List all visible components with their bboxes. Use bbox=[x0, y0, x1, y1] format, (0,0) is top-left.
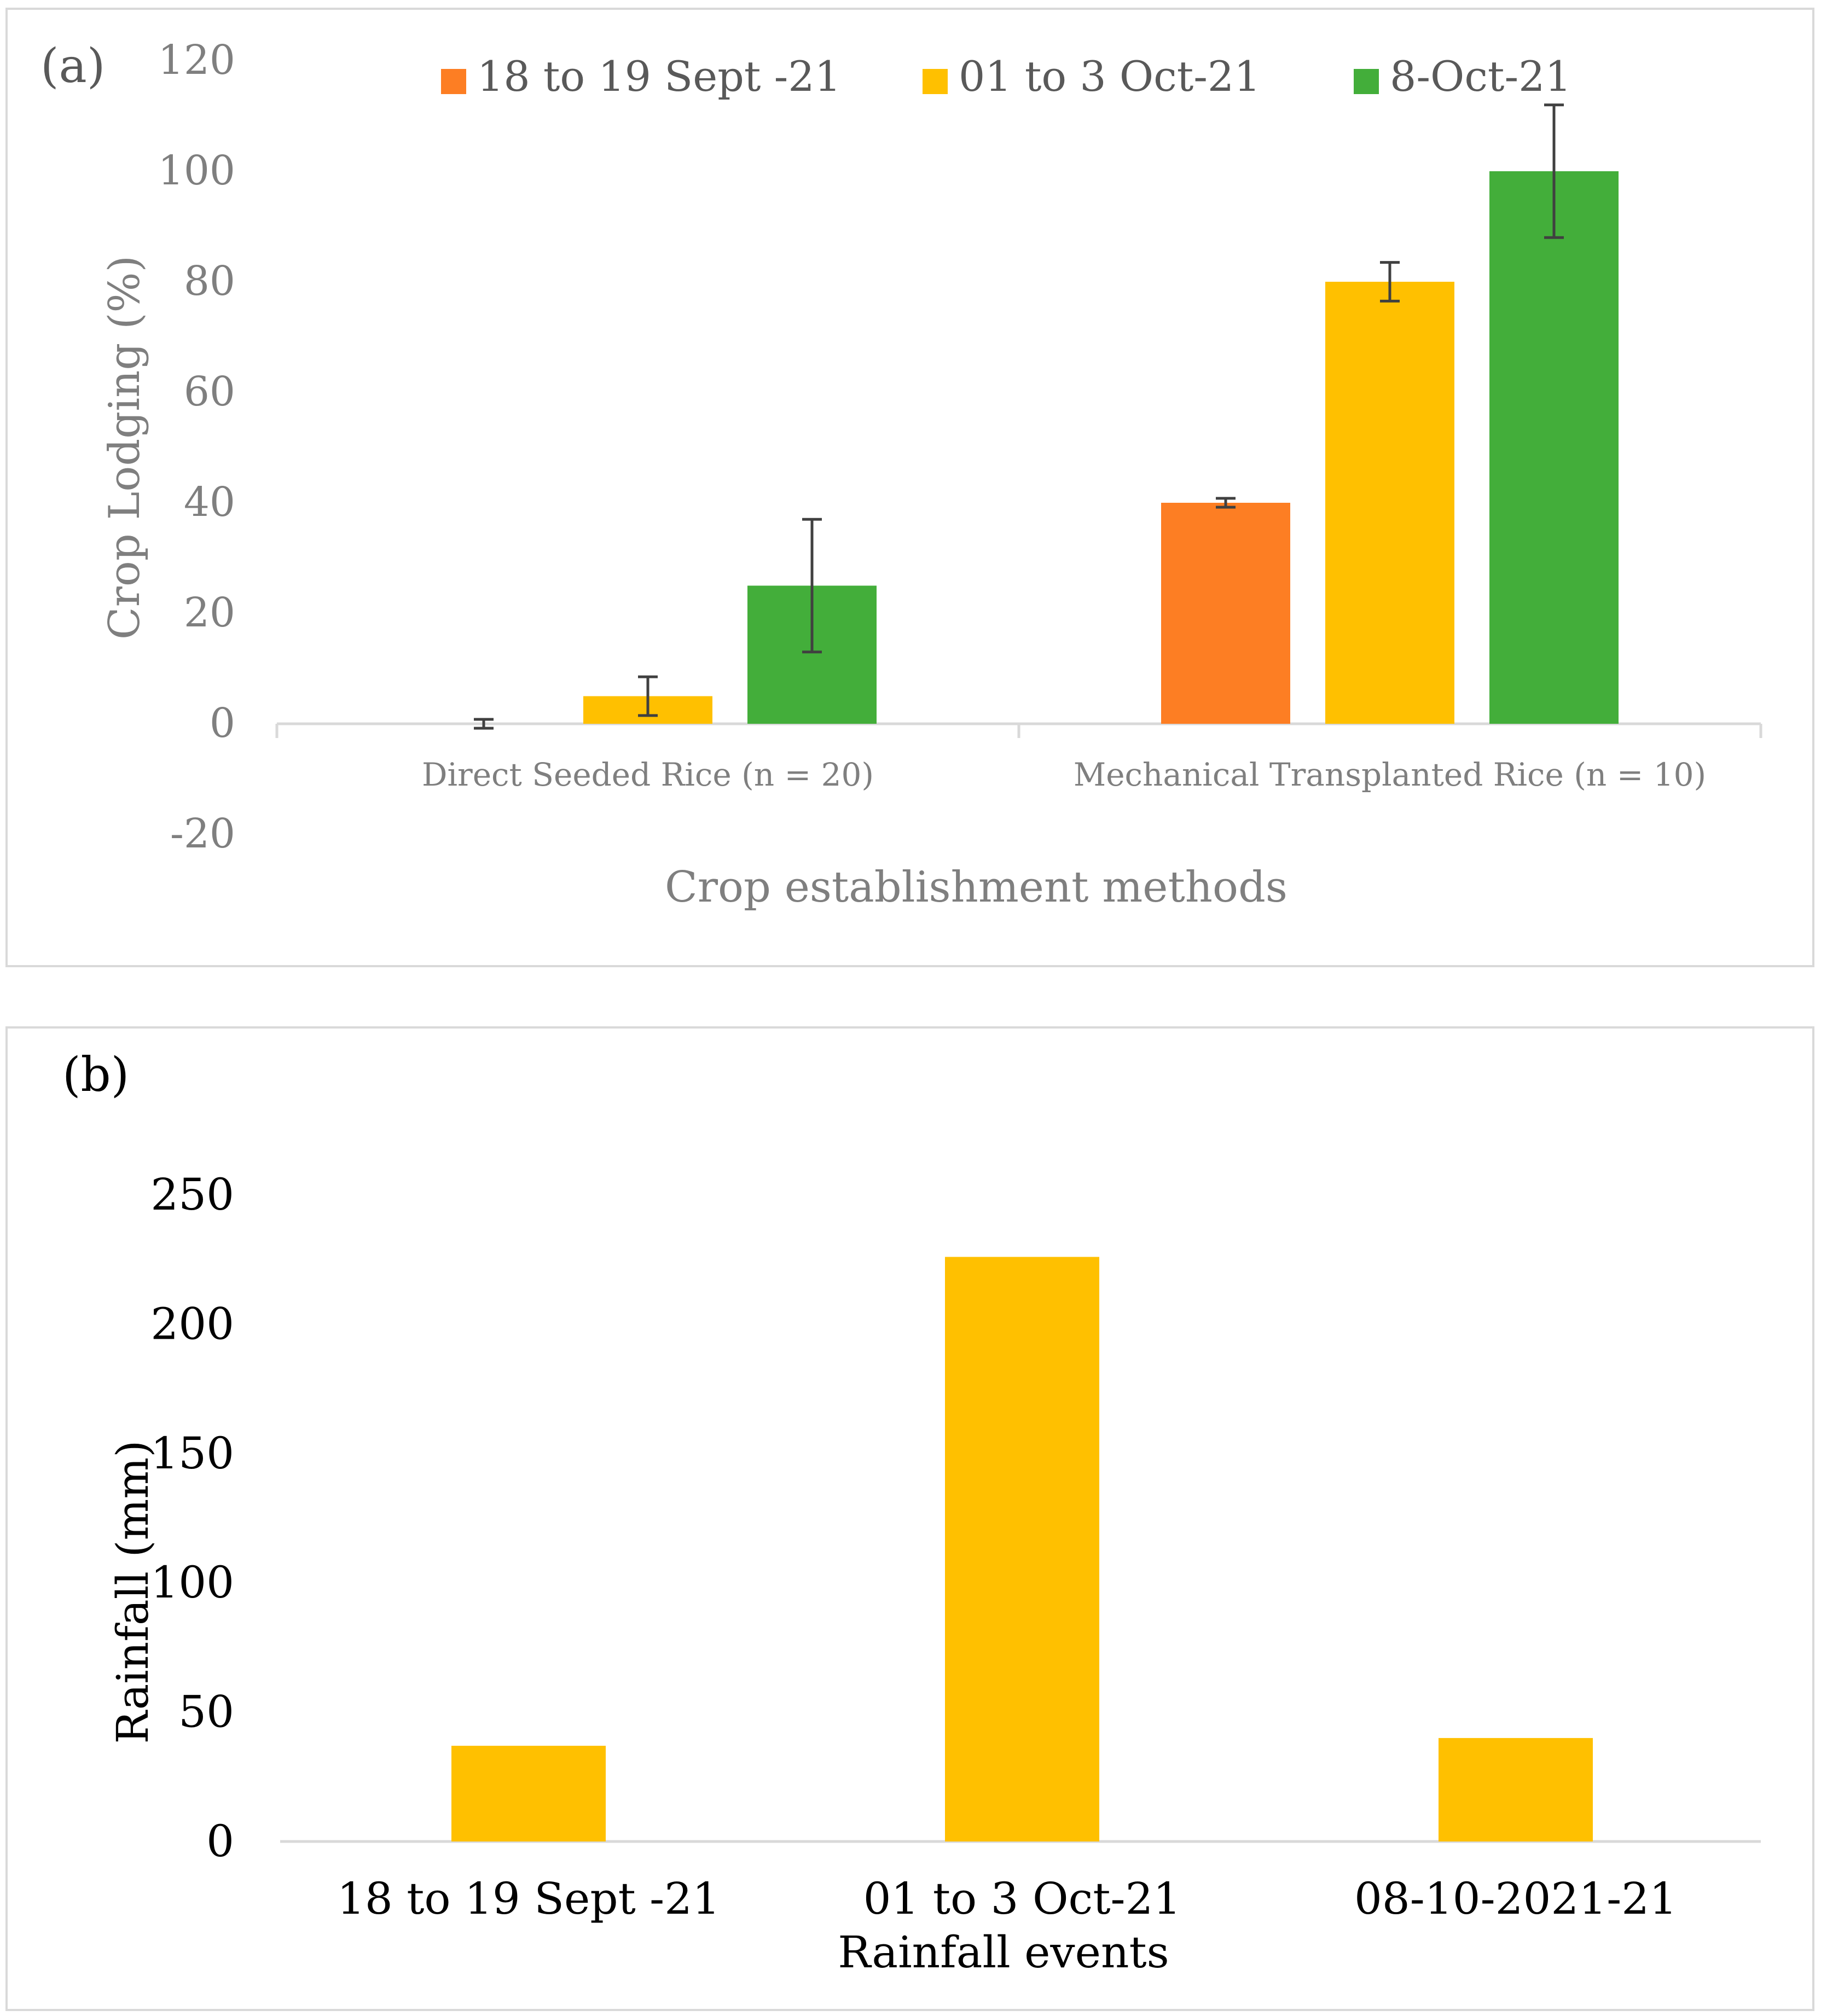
x-axis-title-b: Rainfall events bbox=[838, 1927, 1169, 1978]
y-tick-label-b: 0 bbox=[206, 1816, 234, 1867]
lodging-chart: -20 0 20 40 60 80 100 120 Direct Seeded Rice (n… bbox=[40, 37, 1762, 912]
rainfall-chart: 0 50 100 150 200 250 18 to 19 Sept -21 01 to 3… bbox=[62, 1048, 1761, 1978]
legend-swatch-sept bbox=[441, 69, 466, 94]
x-category-label-b: 18 to 19 Sept -21 bbox=[337, 1873, 720, 1924]
y-axis-title-b: Rainfall (mm) bbox=[107, 1440, 158, 1744]
panel-a-chart: -20 0 20 40 60 80 100 120 Direct Seeded Rice (n… bbox=[5, 8, 1814, 967]
legend-label-sept: 18 to 19 Sept -21 bbox=[477, 52, 841, 101]
y-tick-label-b: 200 bbox=[150, 1298, 234, 1349]
y-tick-label-b: 150 bbox=[150, 1428, 234, 1479]
legend-item-sept[interactable]: 18 to 19 Sept -21 bbox=[441, 52, 841, 101]
y-tick-label-a: 0 bbox=[210, 700, 235, 747]
legend-label-oct1-3: 01 to 3 Oct-21 bbox=[959, 52, 1261, 101]
y-tick-label-a: 100 bbox=[158, 147, 235, 194]
legend-swatch-oct1-3 bbox=[923, 69, 948, 94]
legend-a: 18 to 19 Sept -21 01 to 3 Oct-21 8-Oct-2… bbox=[441, 52, 1571, 101]
legend-item-oct8[interactable]: 8-Oct-21 bbox=[1354, 52, 1571, 101]
y-tick-label-a: 60 bbox=[184, 368, 235, 415]
legend-label-oct8: 8-Oct-21 bbox=[1390, 52, 1571, 101]
y-axis-title-a: Crop Lodging (%) bbox=[100, 255, 149, 640]
bar-b[interactable] bbox=[945, 1257, 1099, 1841]
x-category-label-a: Mechanical Transplanted Rice (n = 10) bbox=[1074, 756, 1706, 793]
y-tick-label-a: 20 bbox=[184, 589, 235, 636]
y-tick-label-a: 80 bbox=[184, 258, 235, 305]
panel-b-chart: 0 50 100 150 200 250 18 to 19 Sept -21 01 to 3… bbox=[5, 1026, 1814, 2011]
x-category-label-b: 08-10-2021-21 bbox=[1354, 1873, 1677, 1924]
bar-a[interactable] bbox=[1325, 282, 1454, 724]
bar-b[interactable] bbox=[451, 1746, 606, 1841]
y-tick-label-b: 100 bbox=[150, 1557, 234, 1608]
bar-a[interactable] bbox=[1161, 503, 1290, 724]
bar-b[interactable] bbox=[1439, 1738, 1593, 1841]
y-tick-label-a: 40 bbox=[184, 479, 235, 526]
y-tick-label-a: -20 bbox=[170, 810, 235, 857]
legend-swatch-oct8 bbox=[1354, 69, 1379, 94]
legend-item-oct1-3[interactable]: 01 to 3 Oct-21 bbox=[923, 52, 1261, 101]
panel-label-b: (b) bbox=[62, 1048, 129, 1102]
panel-label-a: (a) bbox=[40, 39, 105, 94]
y-tick-label-a: 120 bbox=[158, 37, 235, 84]
x-category-label-b: 01 to 3 Oct-21 bbox=[863, 1873, 1181, 1924]
x-category-label-a: Direct Seeded Rice (n = 20) bbox=[422, 756, 874, 793]
x-axis-title-a: Crop establishment methods bbox=[665, 863, 1288, 912]
bar-a[interactable] bbox=[1489, 171, 1619, 724]
y-tick-label-b: 50 bbox=[178, 1687, 234, 1738]
y-tick-label-b: 250 bbox=[150, 1169, 234, 1220]
